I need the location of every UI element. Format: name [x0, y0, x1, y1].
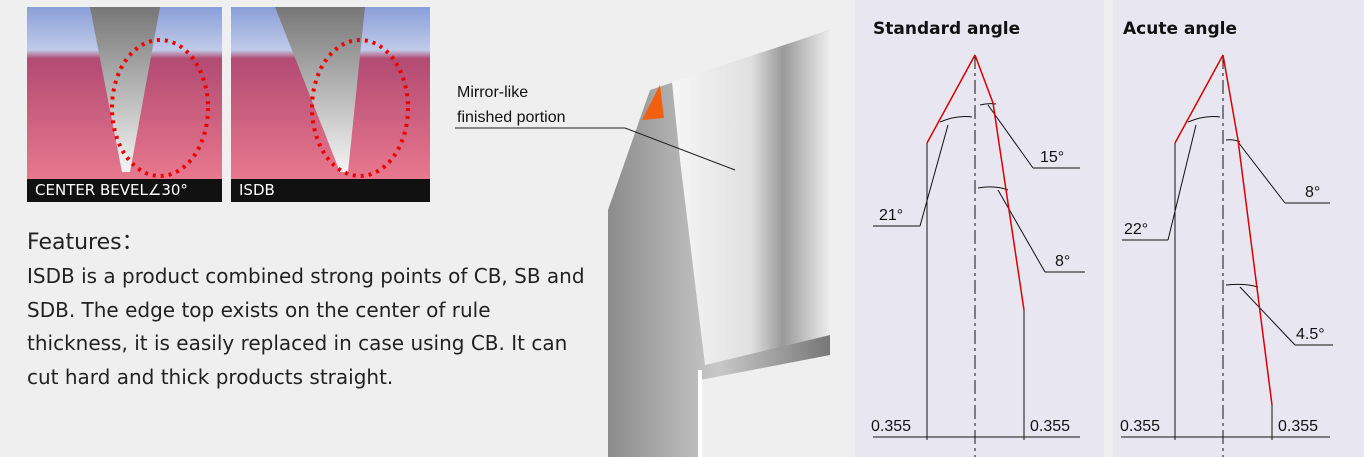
- angle-label: 4.5°: [1296, 326, 1325, 343]
- angle-label: 22°: [1124, 221, 1148, 238]
- panel: [1113, 0, 1364, 457]
- panel-title: Standard angle: [873, 19, 1020, 39]
- angle-label: 21°: [879, 207, 903, 224]
- angle-label: 15°: [1040, 149, 1064, 166]
- dimension: 0.355: [1120, 418, 1160, 435]
- panel-title: Acute angle: [1123, 19, 1237, 39]
- image-caption: CENTER BEVEL∠30°: [27, 179, 222, 202]
- angle-label: 8°: [1055, 253, 1070, 270]
- features-heading: Features：: [27, 224, 144, 256]
- page: Mirror-like finished portion Standard an…: [0, 0, 1364, 457]
- dimension: 0.355: [871, 418, 911, 435]
- features-body: ISDB is a product combined strong points…: [27, 260, 587, 394]
- dimension: 0.355: [1030, 418, 1070, 435]
- callout: Mirror-like: [457, 84, 528, 101]
- dimension: 0.355: [1278, 418, 1318, 435]
- angle-label: 8°: [1305, 184, 1320, 201]
- callout: finished portion: [457, 109, 566, 126]
- image-caption: ISDB: [231, 179, 430, 202]
